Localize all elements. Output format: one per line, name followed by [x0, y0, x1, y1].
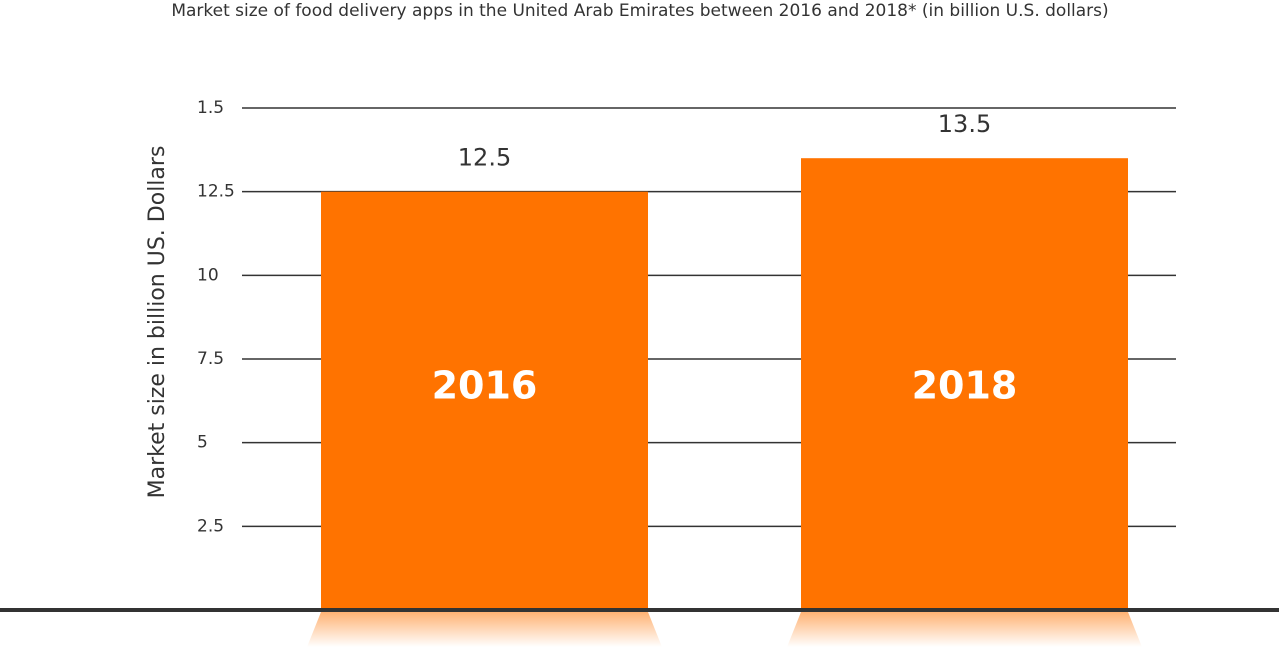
bar: [801, 158, 1128, 610]
y-tick-label: 5: [197, 433, 208, 453]
bars: 12.5 2016 13.5 2018: [307, 110, 1142, 647]
y-tick-label: 1.5: [197, 98, 224, 118]
y-axis-label: Market size in billion US. Dollars: [145, 146, 170, 499]
bar-reflection: [787, 612, 1142, 647]
chart-title: Market size of food delivery apps in the…: [171, 1, 1108, 21]
category-label: 2018: [912, 364, 1018, 408]
y-tick-label: 7.5: [197, 349, 224, 369]
bar: [321, 191, 648, 610]
value-label: 12.5: [458, 144, 511, 172]
y-tick-label: 12.5: [197, 182, 235, 202]
y-tick-label: 2.5: [197, 516, 224, 536]
value-label: 13.5: [938, 110, 991, 138]
bar-reflection: [307, 612, 662, 647]
category-label: 2016: [432, 364, 538, 408]
baseline: [0, 608, 1279, 612]
y-tick-label: 10: [197, 265, 219, 285]
